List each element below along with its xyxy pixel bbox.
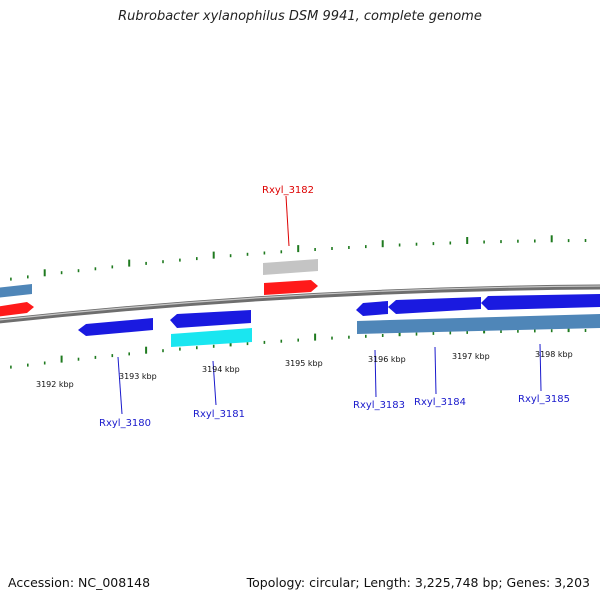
gene-steel-inner[interactable]	[357, 314, 600, 334]
kbp-label-3198: 3198 kbp	[535, 350, 573, 359]
gene-red-left-outer[interactable]	[0, 302, 34, 317]
leader-rxyl-3184	[434, 346, 437, 395]
kbp-label-3195: 3195 kbp	[285, 359, 323, 368]
leader-rxyl-3183	[374, 349, 377, 398]
chromosome-backbone	[0, 284, 600, 324]
map-title: Rubrobacter xylanophilus DSM 9941, compl…	[118, 9, 482, 24]
label-rxyl-3183[interactable]: Rxyl_3183	[353, 400, 405, 411]
gene-rxyl-3181-blue[interactable]	[170, 310, 251, 328]
gene-rxyl-3183[interactable]	[356, 301, 388, 316]
leader-rxyl-3182	[285, 195, 290, 247]
gene-rxyl-3180[interactable]	[78, 318, 153, 336]
label-rxyl-3180[interactable]: Rxyl_3180	[99, 418, 151, 429]
gene-steel-left-outer[interactable]	[0, 284, 32, 298]
kbp-label-3194: 3194 kbp	[202, 365, 240, 374]
gene-grey-outer[interactable]	[263, 259, 318, 275]
label-rxyl-3181[interactable]: Rxyl_3181	[193, 409, 245, 420]
leader-rxyl-3180	[117, 356, 123, 415]
kbp-label-3193: 3193 kbp	[119, 372, 157, 381]
gene-rxyl-3185[interactable]	[481, 294, 600, 310]
kbp-label-3197: 3197 kbp	[452, 352, 490, 361]
gene-rxyl-3181-cyan[interactable]	[171, 328, 252, 347]
kbp-label-3192: 3192 kbp	[36, 380, 74, 389]
genome-summary-text: Topology: circular; Length: 3,225,748 bp…	[246, 575, 590, 590]
label-rxyl-3184[interactable]: Rxyl_3184	[414, 397, 466, 408]
label-rxyl-3185[interactable]: Rxyl_3185	[518, 394, 570, 405]
gene-red-outer[interactable]	[264, 280, 318, 295]
accession-text: Accession: NC_008148	[8, 575, 151, 590]
leader-rxyl-3185	[539, 343, 542, 392]
leader-rxyl-3181	[212, 360, 217, 406]
kbp-label-3196: 3196 kbp	[368, 355, 406, 364]
inner-tick-ring	[10, 325, 587, 369]
gene-rxyl-3184[interactable]	[388, 297, 481, 314]
outer-tick-ring	[10, 235, 587, 281]
label-rxyl-3182[interactable]: Rxyl_3182	[262, 185, 314, 196]
